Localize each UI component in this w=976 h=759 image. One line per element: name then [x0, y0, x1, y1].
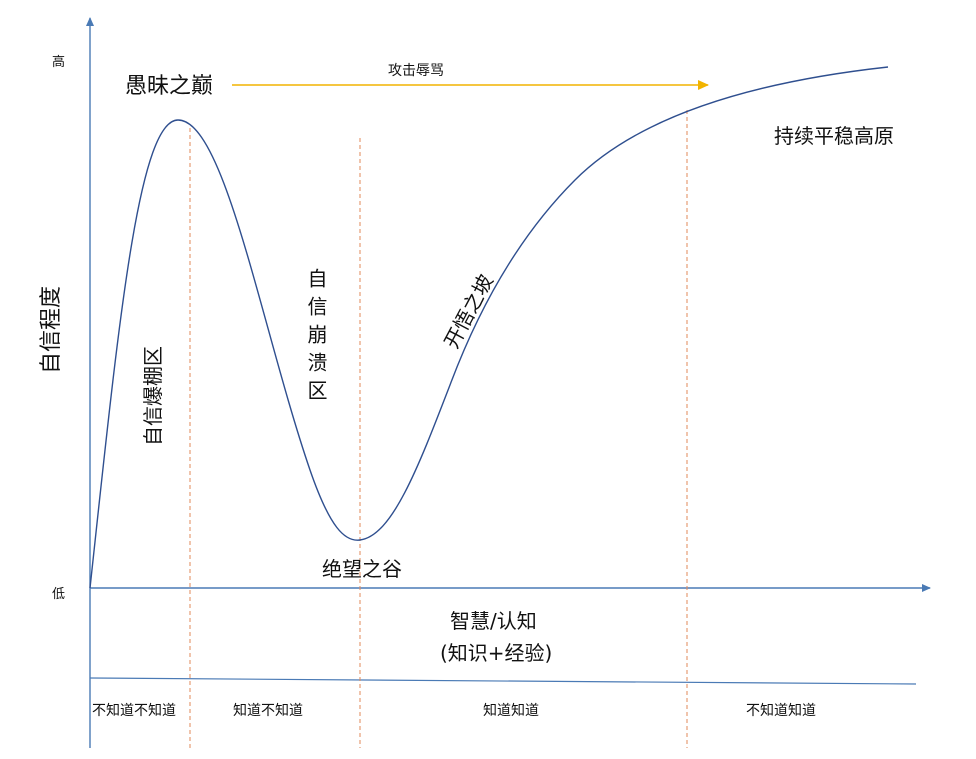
x-axis-title-line2: (知识+经验) [440, 641, 552, 665]
attack-label: 攻击辱骂 [388, 63, 444, 79]
category-known-known: 知道知道 [483, 702, 539, 719]
bottom-baseline [89, 677, 917, 685]
y-high-label: 高 [52, 54, 65, 70]
peak-label: 愚昧之巅 [125, 74, 213, 99]
x-axis-title-line1: 智慧/认知 [450, 609, 537, 633]
valley-label: 绝望之谷 [322, 557, 402, 581]
y-axis-title: 自信程度 [39, 286, 64, 374]
confidence-curve [89, 66, 889, 589]
y-low-label: 低 [52, 587, 65, 602]
category-known-unknown: 知道不知道 [233, 702, 303, 719]
collapse-zone-label: 自信崩溃区 [304, 268, 328, 408]
category-unknown-unknown: 不知道不知道 [92, 702, 176, 719]
plateau-label: 持续平稳高原 [774, 124, 894, 148]
category-unknown-known: 不知道知道 [746, 702, 816, 719]
overconfidence-zone-label: 自信爆棚区 [141, 346, 165, 446]
